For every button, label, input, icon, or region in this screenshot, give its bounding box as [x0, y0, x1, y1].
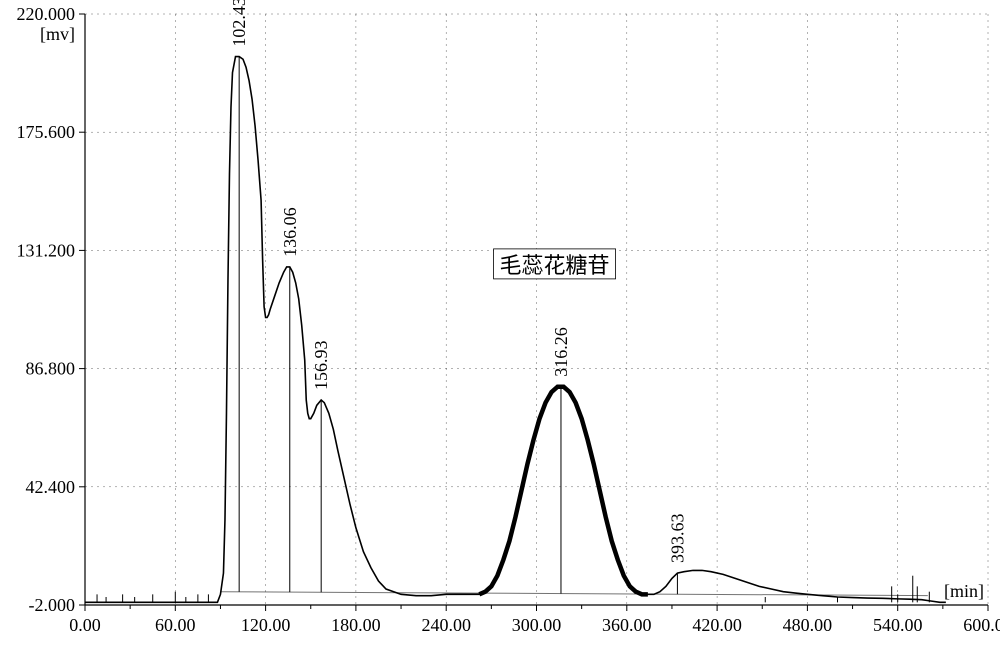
main-peak-thick — [479, 387, 648, 595]
y-tick-label: 131.200 — [17, 240, 76, 260]
peak-label: 136.06 — [280, 207, 300, 257]
y-tick-label: -2.000 — [29, 595, 76, 615]
y-tick-label: 86.800 — [26, 359, 76, 379]
chromatogram-svg: 0.00 60.00 120.00 180.00 240.00 300.00 360.00 4… — [0, 0, 1000, 658]
x-tick-label: 0.00 — [69, 615, 101, 635]
x-unit-label: [min] — [944, 581, 984, 601]
x-tick-label: 180.00 — [331, 615, 381, 635]
x-tick-label: 360.00 — [602, 615, 652, 635]
chart-container: 0.00 60.00 120.00 180.00 240.00 300.00 360.00 4… — [0, 0, 1000, 658]
x-tick-label: 600.00 — [963, 615, 1000, 635]
x-tick-label: 420.00 — [692, 615, 742, 635]
y-tick-label: 175.600 — [17, 122, 76, 142]
y-unit-label: [mv] — [40, 24, 75, 44]
x-tick-label: 240.00 — [421, 615, 471, 635]
x-tick-label: 540.00 — [873, 615, 923, 635]
x-tick-label: 480.00 — [783, 615, 833, 635]
peak-label: 102.43 — [229, 0, 249, 47]
peak-label: 393.63 — [667, 514, 687, 564]
x-tick-label: 60.00 — [155, 615, 196, 635]
y-tick-label: 220.000 — [17, 4, 76, 24]
y-tick-label: 42.400 — [26, 477, 76, 497]
x-tick-label: 120.00 — [241, 615, 291, 635]
peak-label: 156.93 — [311, 341, 331, 391]
x-tick-label: 300.00 — [512, 615, 562, 635]
baseline-guide — [220, 592, 927, 596]
peak-label: 316.26 — [551, 327, 571, 377]
compound-label: 毛蕊花糖苷 — [500, 253, 610, 278]
